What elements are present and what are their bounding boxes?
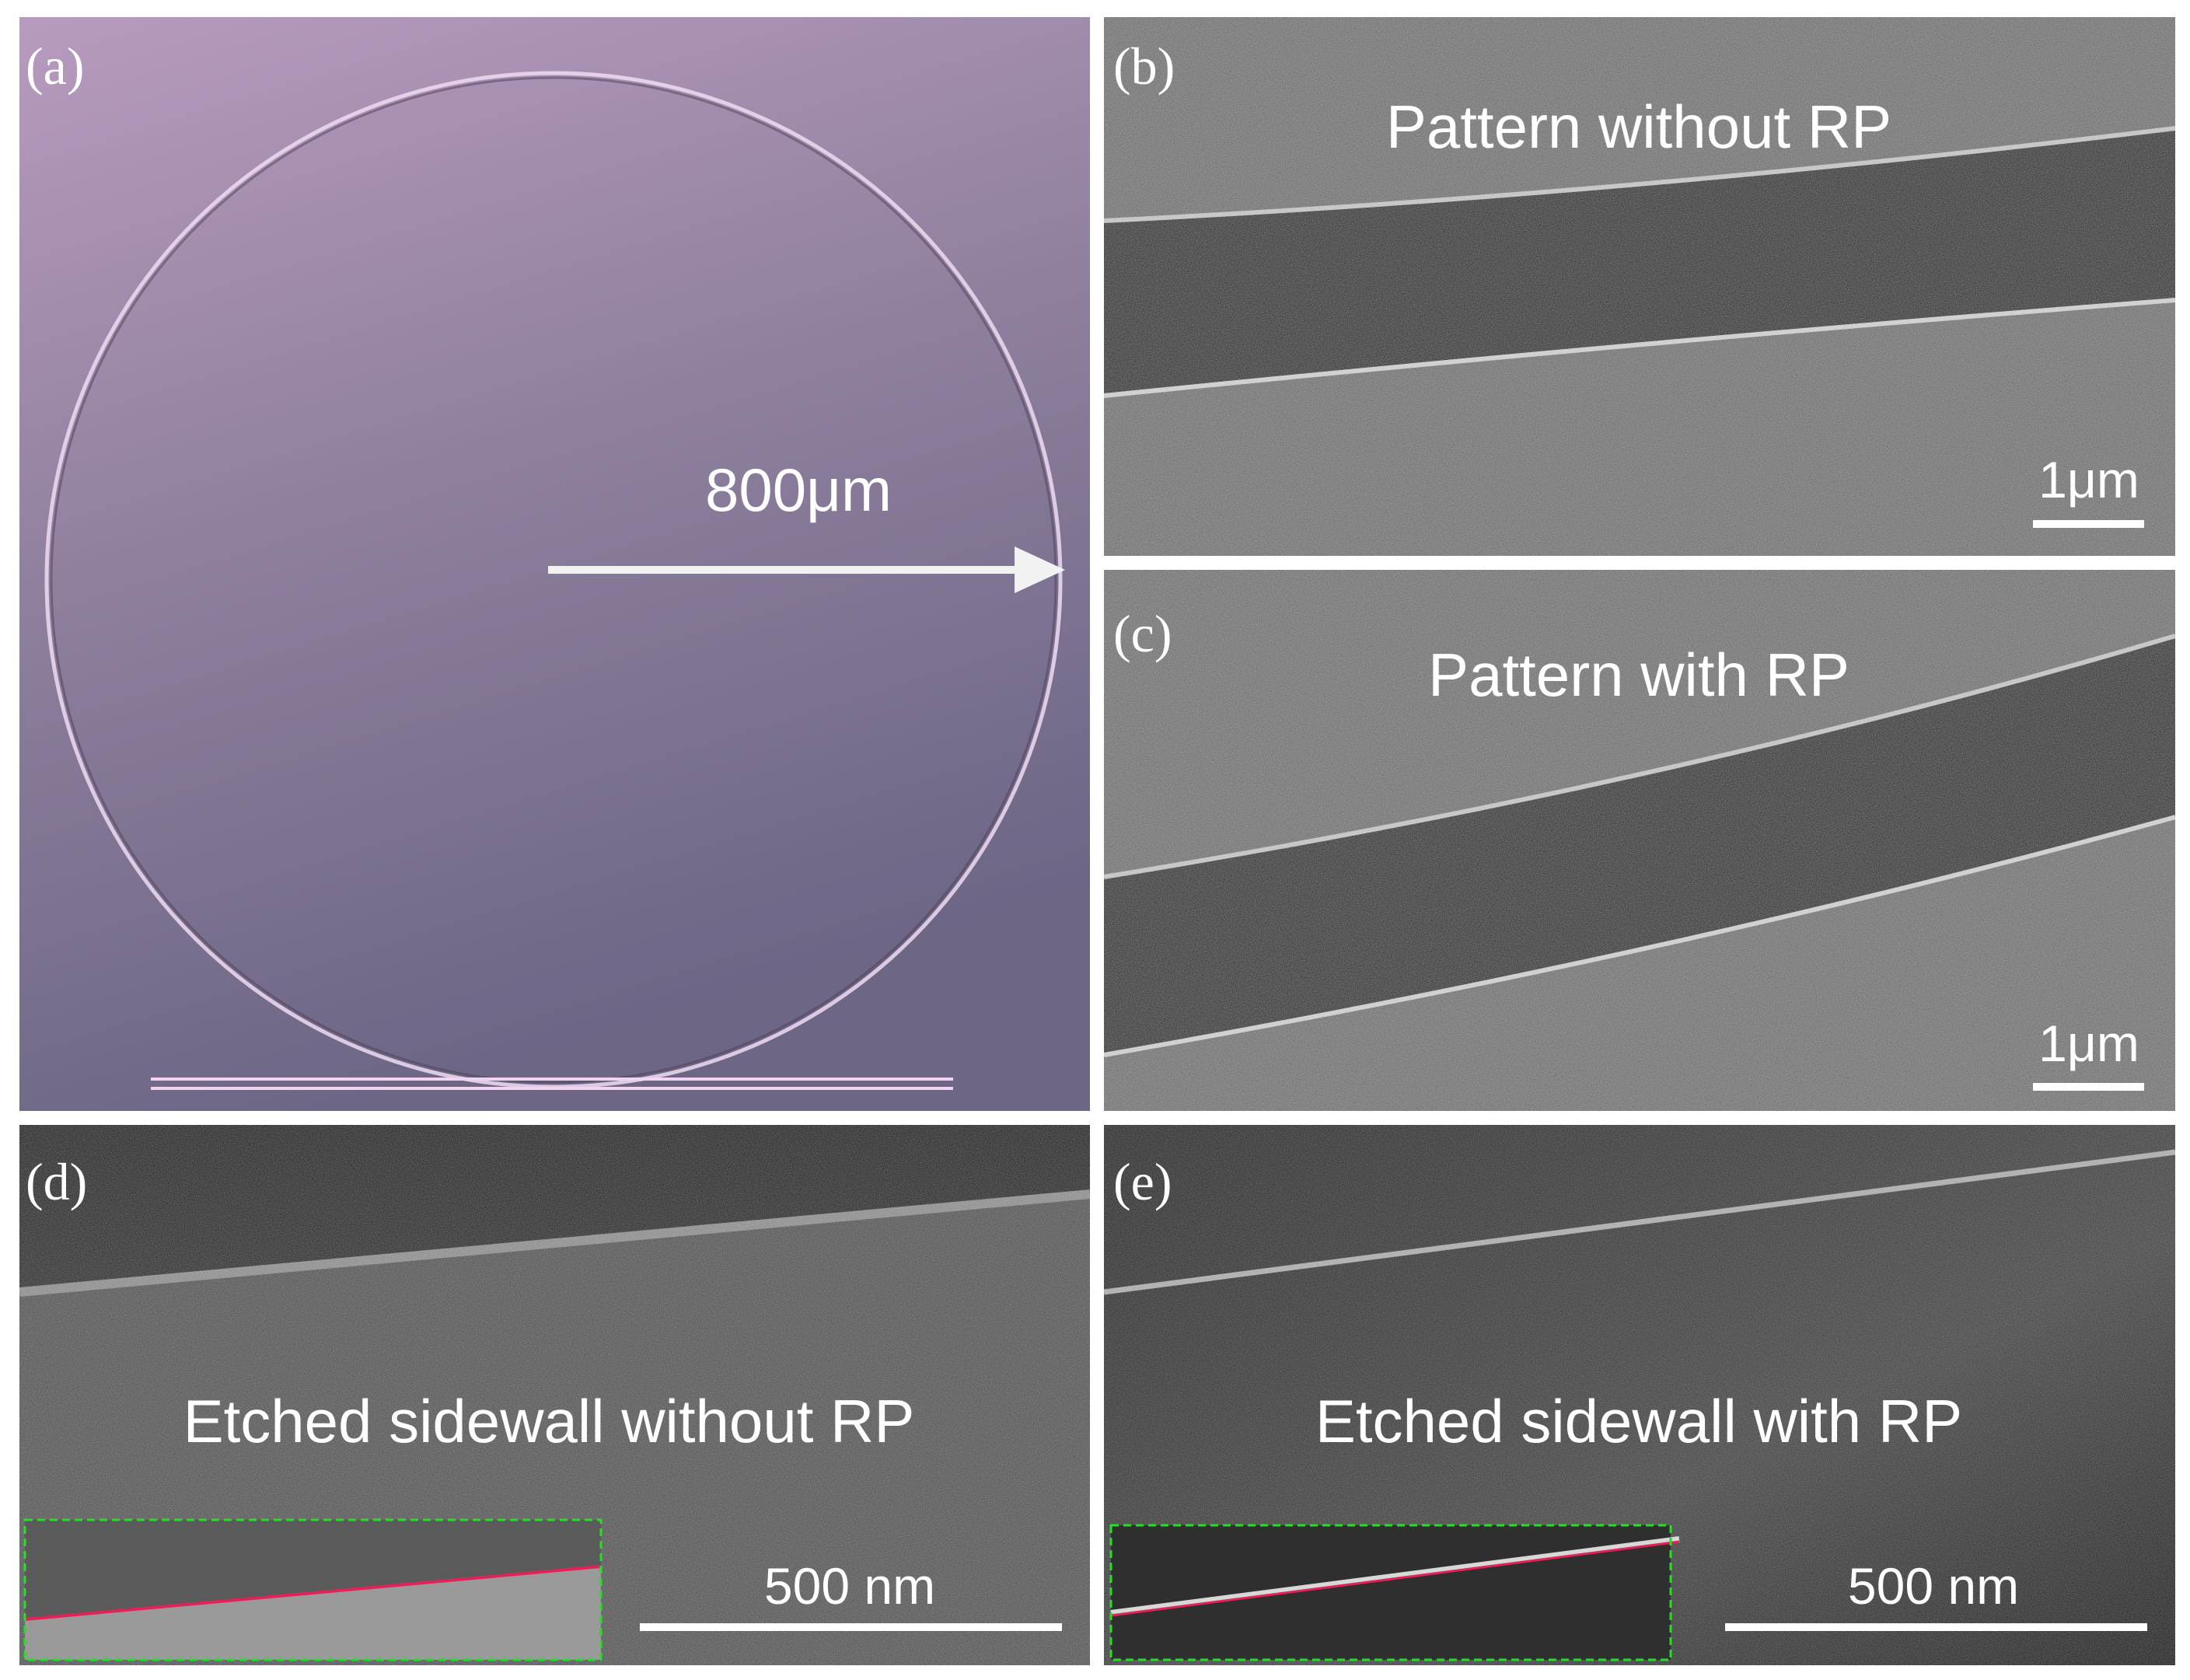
fit-line: [24, 1565, 602, 1621]
panel-label: (c): [1113, 604, 1172, 663]
noise: [1104, 17, 2175, 556]
panel-title: Pattern without RP: [1386, 93, 1891, 161]
panel-b: Pattern without RP 1μm (b): [1104, 17, 2175, 556]
panel-c: Pattern with RP 1μm (c): [1104, 570, 2175, 1111]
panel-label: (e): [1113, 1152, 1172, 1211]
scale-bar: [1725, 1623, 2147, 1631]
ring-edge: [50, 76, 1057, 1084]
inset: [1109, 1524, 1680, 1661]
inset-box: [23, 1518, 603, 1661]
panel-title: Pattern with RP: [1428, 641, 1849, 709]
scale-bar: [2033, 1083, 2144, 1091]
panel-label: (d): [26, 1152, 87, 1211]
scale-bar-label: 1μm: [2038, 1015, 2139, 1072]
panel-title: Etched sidewall without RP: [183, 1387, 915, 1455]
scale-bar-label: 1μm: [2038, 451, 2139, 508]
panel-label: (a): [26, 37, 84, 96]
arrow-head: [1015, 547, 1065, 593]
annotation: 800μm: [705, 456, 892, 524]
scale-bar: [2033, 520, 2144, 528]
inset-edge: [1110, 1536, 1680, 1616]
fit-line: [1110, 1540, 1680, 1617]
inset-box: [1109, 1524, 1672, 1661]
panel-e: Etched sidewall with RP 500 nm (e): [1104, 1125, 2175, 1665]
inset-bg: [1111, 1525, 1671, 1660]
inset-sidewall: [25, 1566, 601, 1660]
bus-waveguide: [151, 1078, 953, 1090]
scale-bar-label: 500 nm: [764, 1557, 935, 1615]
background: [19, 17, 1090, 1111]
panel-d: Etched sidewall without RP 500 nm (d): [19, 1125, 1090, 1665]
inset: [23, 1518, 603, 1661]
noise: [1104, 570, 2175, 1111]
panel-title: Etched sidewall with RP: [1315, 1387, 1962, 1455]
panel-label: (b): [1113, 37, 1175, 96]
panel-a: 800μm (a): [19, 17, 1090, 1111]
scale-bar: [640, 1623, 1062, 1631]
scale-bar-label: 500 nm: [1848, 1557, 2019, 1615]
